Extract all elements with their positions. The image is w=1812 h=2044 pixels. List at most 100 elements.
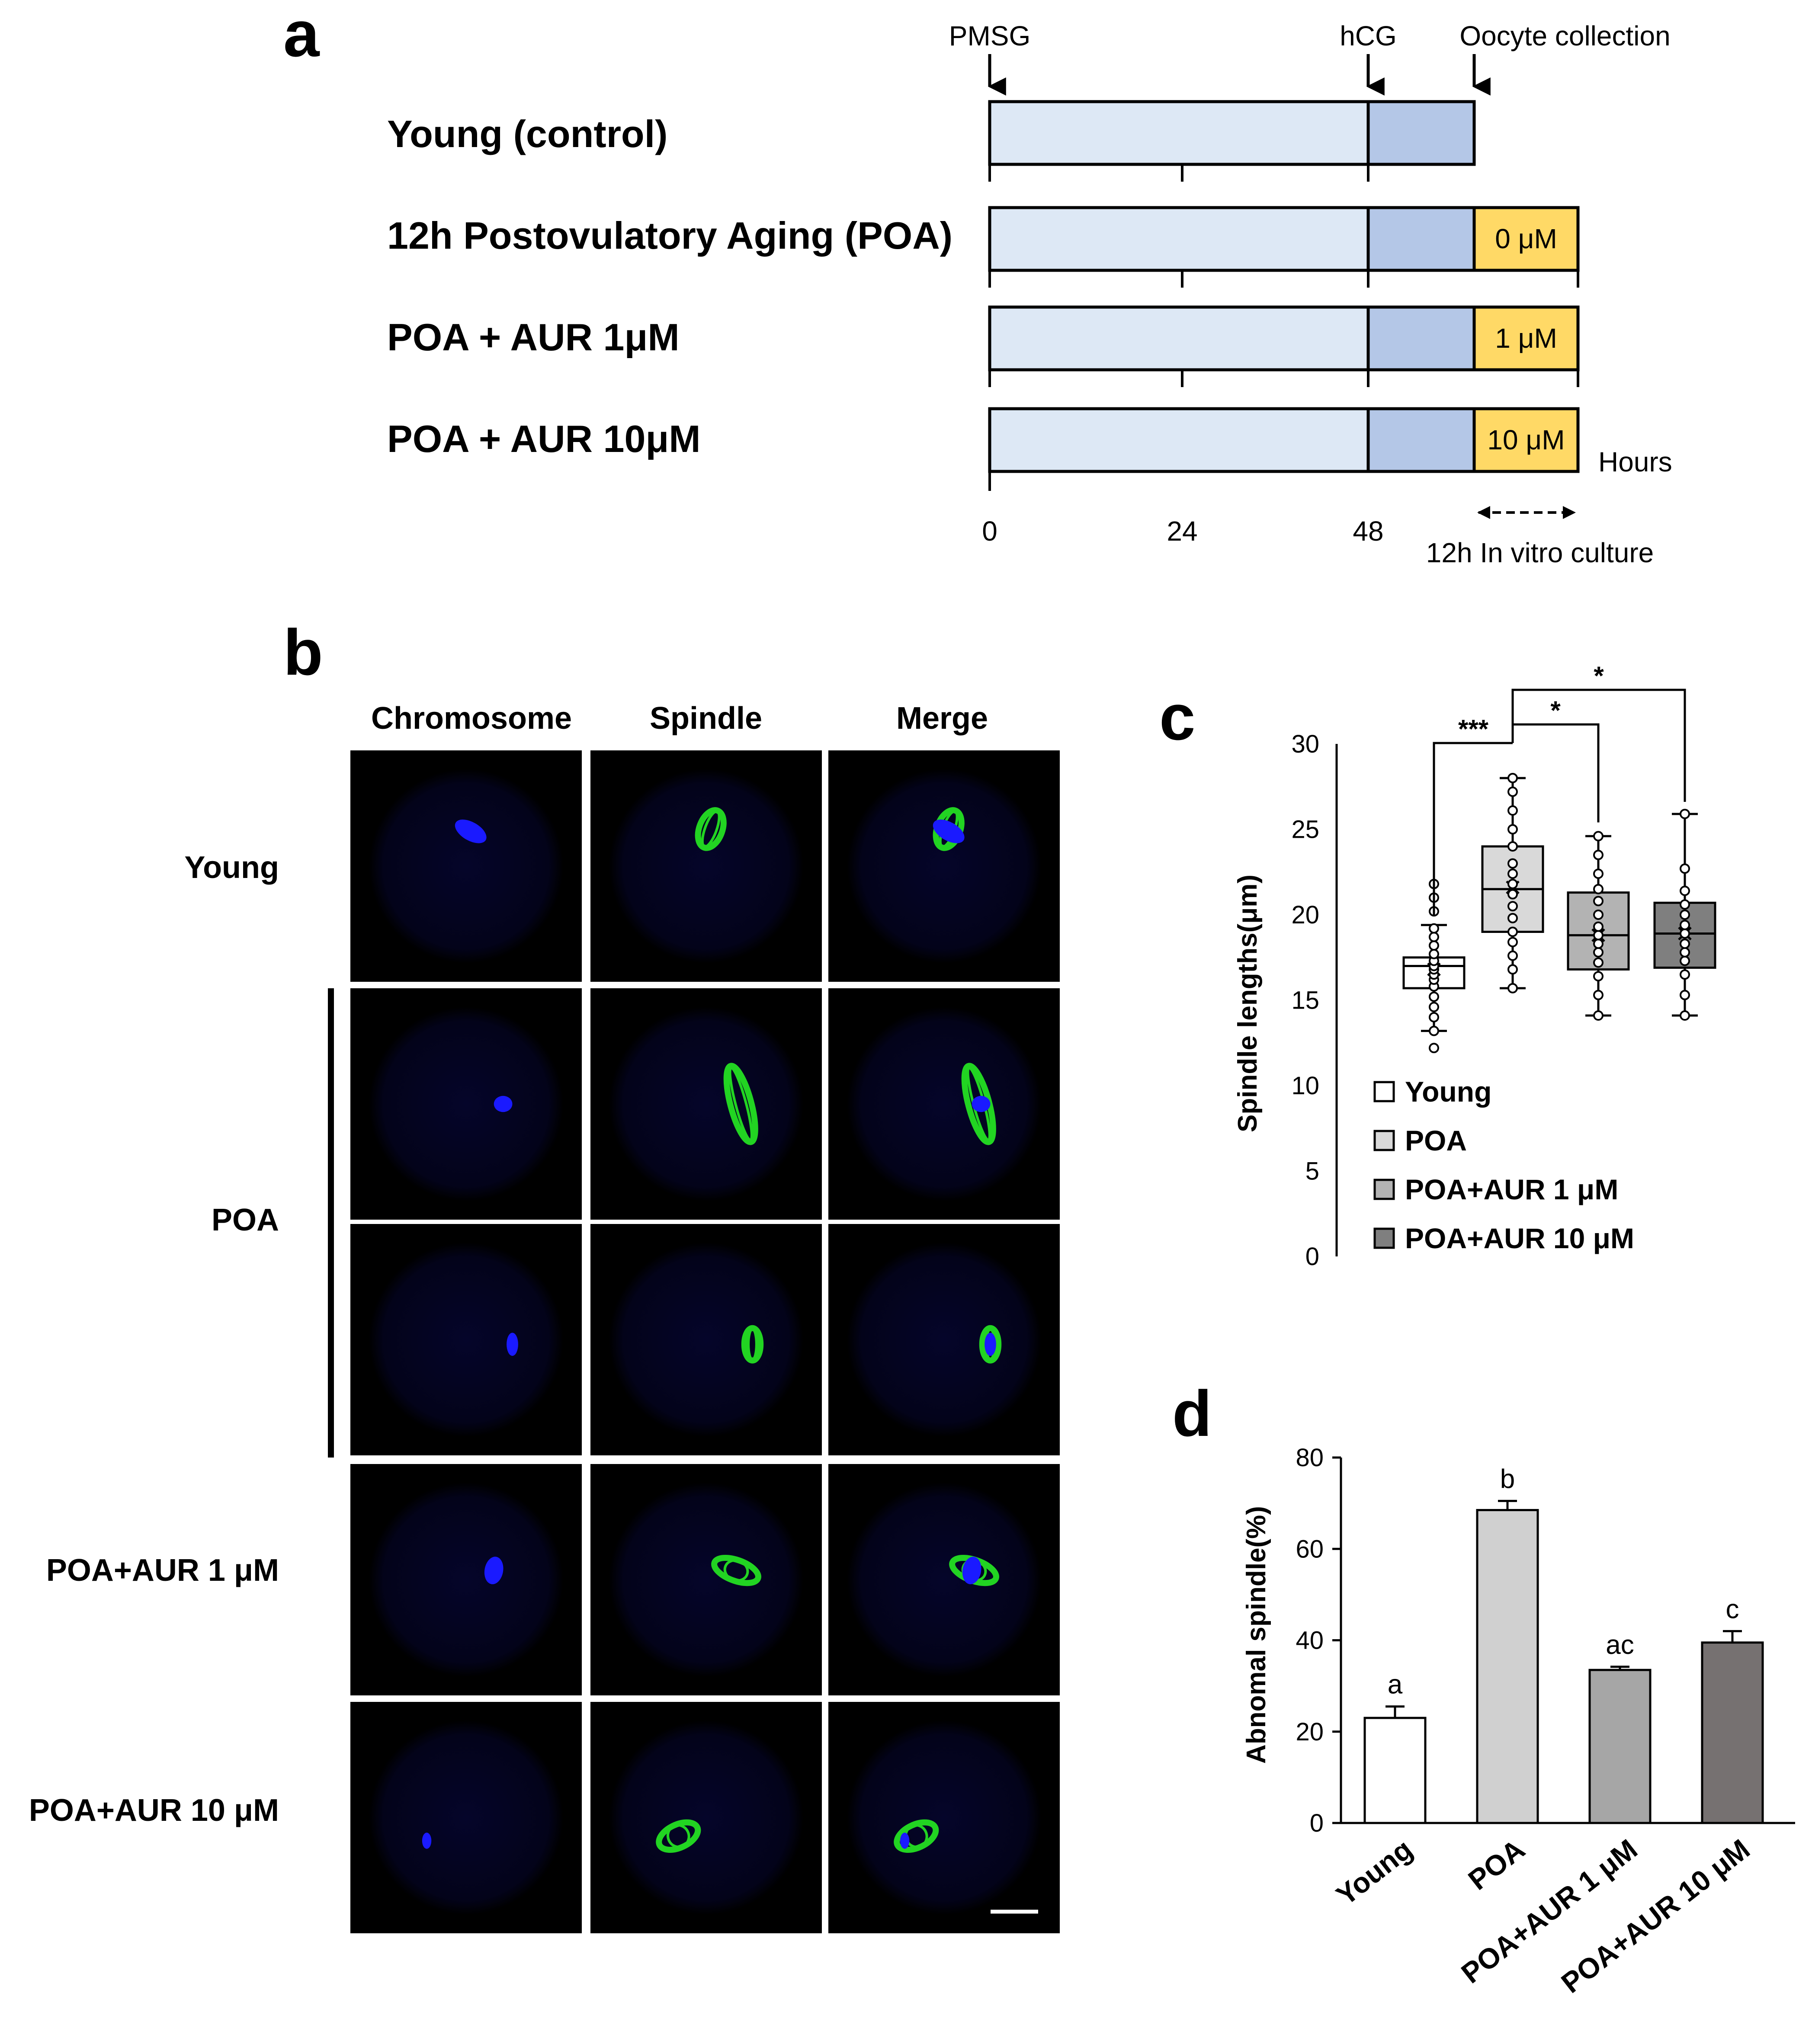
data-point [1507, 841, 1518, 852]
legend-label: POA [1405, 1125, 1467, 1157]
bar [1588, 1669, 1652, 1824]
data-point [1680, 808, 1690, 819]
micrograph-grid [350, 750, 1060, 1933]
data-point [1507, 878, 1518, 889]
y-tick-label: 20 [1291, 901, 1319, 929]
bar [1363, 1717, 1427, 1824]
data-point [1429, 1012, 1439, 1022]
data-point [1680, 885, 1690, 896]
data-point [1593, 831, 1604, 842]
y-tick-label: 80 [1296, 1444, 1324, 1472]
significance-label: * [1550, 696, 1561, 725]
data-point [1507, 964, 1518, 975]
column-header-merge: Merge [896, 701, 988, 736]
data-point [1593, 910, 1604, 920]
y-tick-label: 60 [1296, 1535, 1324, 1563]
data-point [1593, 990, 1604, 1000]
data-point [1507, 805, 1518, 816]
bar [1476, 1509, 1539, 1824]
data-point [1429, 991, 1439, 1002]
y-tick-label: 30 [1291, 730, 1319, 758]
image-row-label-poa-aur-1: POA+AUR 1 μM [46, 1553, 279, 1588]
oocyte-outline [847, 1482, 1042, 1677]
data-point [1680, 910, 1690, 920]
panel-b-letter: b [283, 616, 323, 689]
significance-letter: a [1388, 1670, 1403, 1700]
significance-letter: b [1500, 1464, 1515, 1494]
legend-swatch [1373, 1179, 1395, 1200]
bar-y-axis-title: Abnomal spindle(%) [1241, 1506, 1271, 1764]
chromosome-signal [455, 819, 487, 843]
data-point [1429, 1025, 1439, 1036]
spindle-fibers [728, 1066, 753, 1142]
data-point [1680, 1010, 1690, 1021]
significance-letter: ac [1606, 1630, 1634, 1660]
image-row-label-poa-aur-10: POA+AUR 10 μM [29, 1793, 279, 1828]
hours-unit-label: Hours [1598, 446, 1672, 477]
boxplot-legend: Young POA POA+AUR 1 μM POA+AUR 10 μM [1373, 1076, 1634, 1254]
oocyte-outline [609, 769, 804, 964]
data-point [1507, 901, 1518, 912]
data-point [1507, 926, 1518, 937]
oocyte-outline [847, 769, 1042, 964]
legend-label: POA+AUR 1 μM [1405, 1173, 1618, 1205]
column-header-spindle: Spindle [650, 701, 762, 736]
spindle-fibers [723, 1559, 749, 1582]
panel-a: a PMSG hCG Oocyte collection Young (cont… [283, 0, 1672, 568]
significance-letter: c [1726, 1594, 1739, 1624]
legend-swatch [1373, 1227, 1395, 1249]
data-point [1680, 955, 1690, 966]
image-row-label-young: Young [184, 850, 279, 885]
data-point [1680, 899, 1690, 910]
y-tick-label: 15 [1291, 987, 1319, 1015]
data-point [1680, 990, 1690, 1000]
data-point [1507, 868, 1518, 879]
data-point [1593, 884, 1604, 894]
oocyte-outline [369, 1720, 564, 1915]
data-point [1507, 889, 1518, 900]
legend-swatch [1373, 1130, 1395, 1151]
data-point [1593, 849, 1604, 860]
bar [1701, 1641, 1764, 1824]
chromosome-signal [484, 1557, 504, 1584]
dose-label: 1 μM [1495, 323, 1557, 354]
data-point [1429, 923, 1439, 934]
dose-label: 0 μM [1495, 223, 1557, 254]
significance-bracket [1511, 723, 1600, 823]
data-point [1680, 939, 1690, 949]
x-category-label: POA [1462, 1833, 1530, 1896]
timeline-bar-poa-aur-1: 1 μM [988, 305, 1580, 387]
oocyte-outline [369, 1006, 564, 1201]
data-point [1507, 950, 1518, 961]
hcg-label: hCG [1340, 20, 1397, 51]
spindle-fibers [747, 1327, 758, 1361]
x-category-label: Young [1330, 1833, 1418, 1912]
panel-d: d Abnomal spindle(%) 0 20 40 60 80 a Young b POA… [1172, 1377, 1795, 1999]
timeline-bar-young [988, 100, 1476, 182]
y-tick-label: 5 [1305, 1157, 1319, 1185]
spindle-signal [723, 1063, 758, 1145]
chromosome-signal [962, 1557, 981, 1584]
data-point [1593, 921, 1604, 932]
data-point [1507, 983, 1518, 993]
legend-swatch [1373, 1081, 1395, 1102]
panel-d-letter: d [1172, 1377, 1212, 1450]
dose-label: 10 μM [1487, 424, 1565, 455]
boxplot-y-axis-title: Spindle lengths(μm) [1233, 875, 1263, 1132]
data-point [1680, 863, 1690, 874]
data-point [1680, 919, 1690, 930]
row-label-poa: 12h Postovulatory Aging (POA) [387, 214, 953, 257]
significance-bracket [1433, 742, 1513, 916]
data-point [1593, 930, 1604, 941]
chromosome-signal [507, 1333, 518, 1356]
data-point [1593, 939, 1604, 949]
data-point [1593, 971, 1604, 982]
column-header-chromosome: Chromosome [371, 701, 572, 736]
oocyte-outline [847, 1720, 1042, 1915]
pmsg-label: PMSG [949, 20, 1030, 51]
data-point [1507, 858, 1518, 869]
in-vitro-culture-label: 12h In vitro culture [1426, 537, 1654, 568]
legend-label: POA+AUR 10 μM [1405, 1222, 1634, 1254]
panel-c: c Spindle lengths(μm) 051015202530***** … [1159, 661, 1716, 1271]
